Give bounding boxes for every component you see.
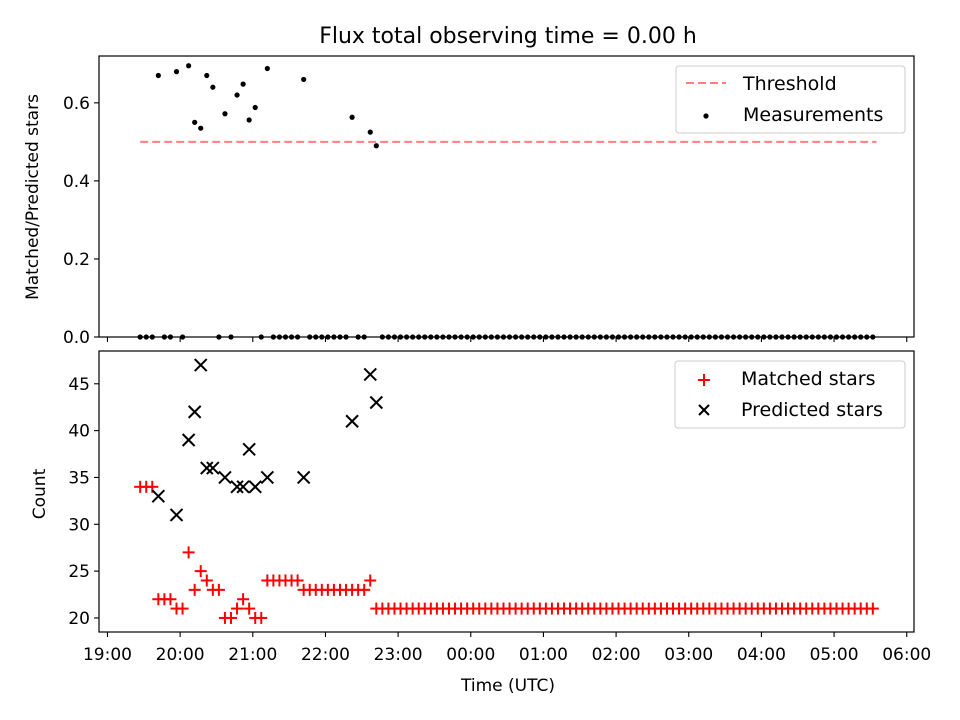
bottom-ytick-label-4: 40 [68,422,90,442]
top-legend: Threshold Measurements [675,65,906,134]
measurement-point [240,81,246,87]
bottom-xtick-label-4: 23:00 [374,645,423,665]
measurement-point [198,125,204,131]
predicted-point [187,405,202,419]
top-y-axis-label: Matched/Predicted stars [23,94,43,300]
bottom-ytick-label-0: 20 [68,609,90,629]
bottom-x-ticks: 19:00 20:00 21:00 22:00 23:00 00:00 01:00 02:00… [83,632,931,665]
predicted-point [236,480,250,494]
predicted-point [230,480,244,494]
top-y-ticks: 0.0 0.2 0.4 0.6 [63,94,99,348]
bottom-legend-box [674,360,906,429]
predicted-point [218,470,232,485]
count-panel: Count Time (UTC) 20 25 30 35 40 45 19:00 20:00… [30,350,931,696]
bottom-xtick-label-6: 01:00 [519,645,568,665]
threshold-legend-label: Threshold [742,73,837,95]
matched-point [866,602,879,615]
measurement-point [367,129,373,135]
bottom-xtick-label-7: 02:00 [592,645,641,665]
predicted-point [345,414,359,428]
top-ytick-label-3: 0.6 [63,94,90,114]
predicted-point [194,358,208,372]
bottom-ytick-label-5: 45 [68,375,90,395]
bottom-xtick-label-3: 22:00 [301,645,350,665]
predicted-point [206,461,220,475]
bottom-xtick-label-9: 04:00 [737,645,786,665]
bottom-xtick-label-11: 06:00 [882,645,931,665]
matched-point [176,602,189,615]
matched-point [291,574,304,587]
bottom-legend: Matched stars Predicted stars [674,360,906,429]
predicted-point [260,470,275,485]
matched-point [364,574,377,587]
matched-legend-label: Matched stars [741,368,875,390]
predicted-legend-handle [698,404,710,416]
matched-point [224,611,237,624]
top-ytick-label-2: 0.4 [63,172,90,192]
ratio-panel: Flux total observing time = 0.00 h Match… [23,24,915,348]
top-legend-box [675,65,906,134]
measurement-point [155,72,161,79]
bottom-xtick-label-2: 21:00 [228,645,277,665]
bottom-y-ticks: 20 25 30 35 40 45 [68,375,99,629]
matched-point [182,546,195,559]
predicted-point [248,480,262,494]
measurement-point [222,111,228,117]
bottom-xtick-label-8: 03:00 [664,645,713,665]
top-ytick-label-1: 0.2 [63,250,90,270]
matched-point [358,583,371,596]
measurement-point [349,114,355,120]
bottom-xtick-label-5: 00:00 [446,645,495,665]
measurement-point [252,104,258,111]
measurement-point [246,117,252,123]
predicted-point [296,470,311,485]
predicted-legend-label: Predicted stars [741,399,883,421]
measurement-point [204,72,210,79]
bottom-ytick-label-2: 30 [68,515,90,535]
bottom-plot-data [134,358,879,624]
bottom-xtick-label-0: 19:00 [83,645,132,665]
measurement-point [173,69,180,75]
measurement-point [192,119,198,125]
predicted-point [242,442,256,457]
bottom-xtick-label-1: 20:00 [156,645,205,665]
matched-legend-handle [698,374,710,386]
bottom-ytick-label-3: 35 [68,468,90,488]
measurements-legend-handle [703,113,709,119]
matched-point [243,602,256,615]
predicted-point [169,508,184,522]
measurements-legend-label: Measurements [743,104,883,126]
matched-point [255,611,268,624]
bottom-axes-frame [98,350,915,633]
measurement-point [210,84,216,90]
bottom-xtick-label-10: 05:00 [810,645,859,665]
matched-point [200,574,213,587]
top-axes-frame [98,55,915,338]
measurement-point [373,143,379,149]
predicted-point [181,433,196,447]
matched-point [164,593,177,606]
matched-point [212,583,225,596]
top-ytick-label-0: 0.0 [63,328,90,348]
bottom-ytick-label-1: 25 [68,562,90,582]
measurement-point [264,65,270,72]
measurement-point [301,76,307,83]
predicted-point [200,461,214,475]
measurement-point [234,92,240,98]
chart-title: Flux total observing time = 0.00 h [319,24,697,49]
predicted-point [369,395,384,410]
x-axis-label: Time (UTC) [460,676,555,696]
predicted-point [363,367,377,382]
measurement-point [186,63,192,69]
matched-point [194,565,207,578]
matched-point [237,593,250,606]
matched-point [231,602,244,615]
predicted-point [151,489,166,503]
matched-point [188,583,201,596]
bottom-y-axis-label: Count [30,468,50,519]
